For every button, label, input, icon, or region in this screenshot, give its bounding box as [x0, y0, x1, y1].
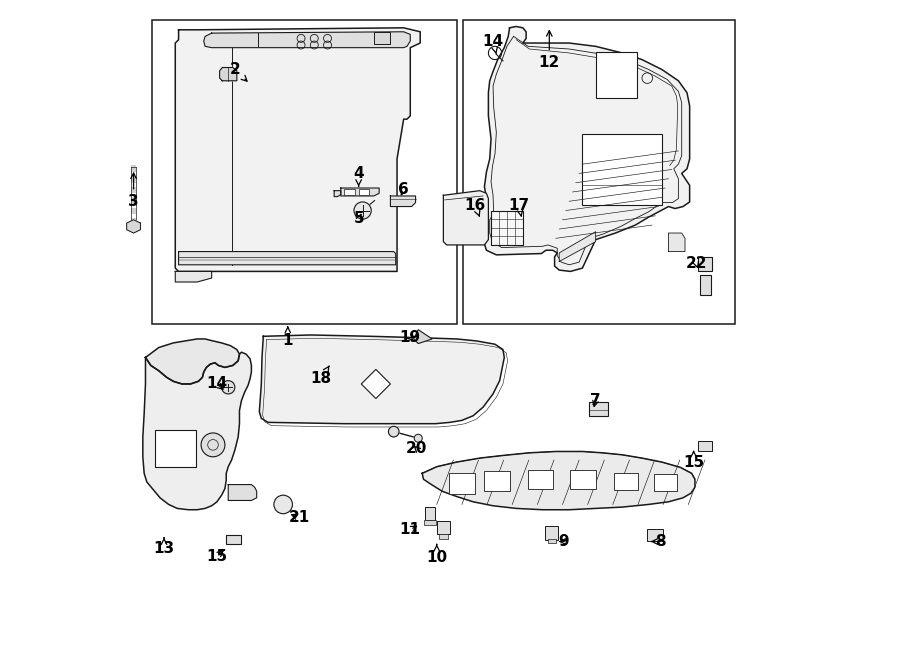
Bar: [571, 470, 596, 489]
Circle shape: [274, 495, 292, 514]
Bar: [152, 20, 456, 324]
Polygon shape: [444, 191, 489, 245]
Bar: [544, 526, 558, 540]
Bar: [156, 430, 196, 467]
Text: 8: 8: [652, 534, 666, 549]
Text: 4: 4: [354, 166, 364, 187]
Circle shape: [201, 433, 225, 457]
Text: 5: 5: [354, 211, 364, 226]
Bar: [484, 471, 509, 491]
Text: 13: 13: [154, 538, 175, 555]
Text: 2: 2: [230, 62, 248, 81]
Text: 10: 10: [427, 544, 447, 565]
Polygon shape: [178, 252, 396, 265]
Text: 22: 22: [686, 256, 707, 271]
Bar: [449, 473, 475, 494]
Polygon shape: [130, 208, 136, 214]
Bar: [424, 520, 436, 525]
Bar: [548, 539, 556, 543]
Circle shape: [414, 434, 422, 442]
Polygon shape: [259, 335, 504, 424]
Bar: [700, 275, 711, 295]
Bar: [491, 211, 523, 245]
Text: 14: 14: [482, 34, 504, 54]
Polygon shape: [669, 233, 685, 252]
Polygon shape: [130, 176, 136, 183]
Polygon shape: [559, 232, 596, 261]
Text: 15: 15: [683, 451, 704, 469]
Bar: [647, 529, 663, 541]
Bar: [226, 535, 241, 544]
Text: 12: 12: [539, 30, 560, 70]
Bar: [436, 521, 450, 534]
Polygon shape: [414, 330, 432, 344]
Bar: [582, 134, 662, 205]
Text: 11: 11: [400, 522, 421, 537]
Bar: [374, 32, 391, 44]
Text: 15: 15: [206, 549, 228, 563]
Polygon shape: [130, 197, 136, 204]
Text: 14: 14: [206, 377, 228, 391]
Bar: [698, 257, 712, 271]
Circle shape: [389, 426, 399, 437]
Polygon shape: [203, 32, 410, 48]
Text: 7: 7: [590, 393, 601, 408]
Bar: [589, 402, 608, 416]
Polygon shape: [146, 339, 239, 384]
Bar: [528, 470, 554, 489]
Polygon shape: [483, 26, 689, 271]
Polygon shape: [334, 191, 341, 197]
Circle shape: [221, 381, 235, 394]
Polygon shape: [220, 68, 237, 81]
Polygon shape: [361, 369, 391, 399]
Polygon shape: [229, 485, 256, 500]
Polygon shape: [130, 218, 136, 225]
Text: 6: 6: [399, 182, 409, 197]
Text: 16: 16: [464, 198, 486, 216]
Bar: [614, 473, 638, 490]
Polygon shape: [127, 220, 140, 233]
Polygon shape: [422, 451, 695, 510]
Bar: [654, 474, 677, 491]
Text: 17: 17: [508, 198, 529, 216]
Bar: [425, 507, 435, 520]
Polygon shape: [391, 196, 416, 207]
Text: 3: 3: [129, 173, 139, 209]
Polygon shape: [130, 187, 136, 193]
Circle shape: [354, 202, 371, 219]
Text: 20: 20: [406, 442, 428, 456]
Polygon shape: [176, 28, 420, 271]
Bar: [358, 189, 369, 195]
Polygon shape: [176, 271, 211, 282]
Text: 21: 21: [288, 510, 310, 525]
Text: 19: 19: [400, 330, 421, 345]
Polygon shape: [341, 188, 379, 196]
Bar: [596, 52, 636, 98]
Polygon shape: [143, 352, 251, 510]
Bar: [438, 534, 448, 539]
Bar: [344, 189, 355, 195]
Text: 9: 9: [559, 534, 569, 549]
Bar: [698, 441, 712, 451]
Text: 1: 1: [283, 327, 293, 348]
Bar: [464, 20, 734, 324]
Polygon shape: [130, 166, 136, 172]
Text: 18: 18: [310, 366, 331, 386]
